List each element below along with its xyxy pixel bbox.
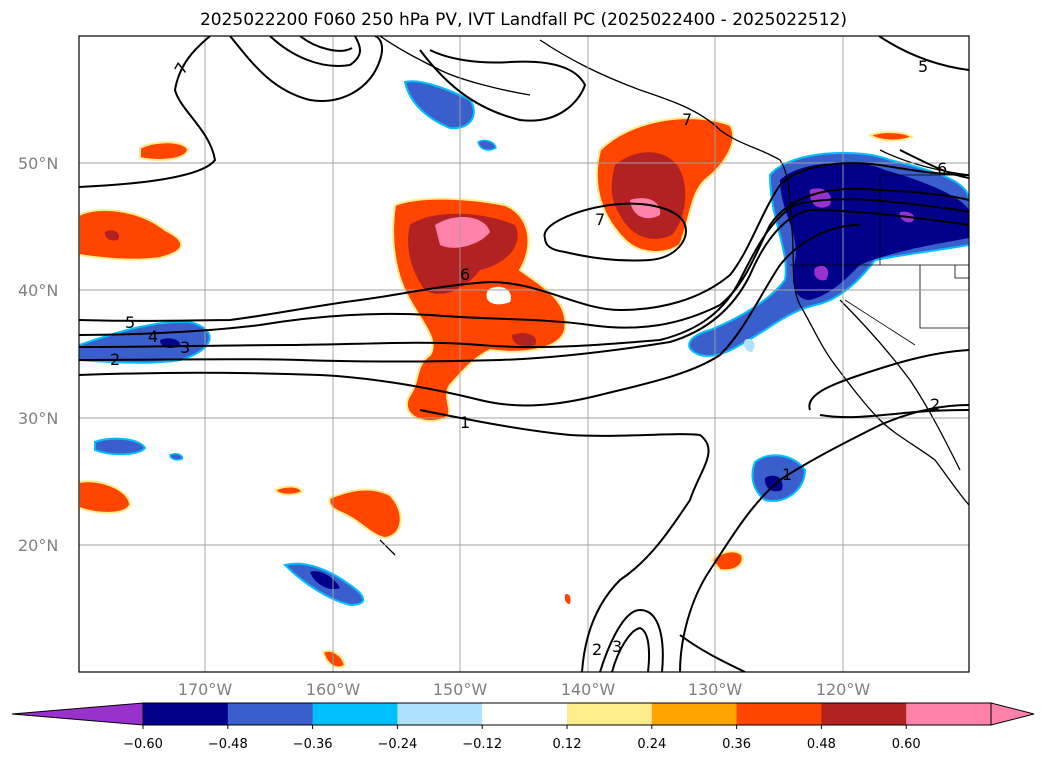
colorbar-tick-label: −0.60 xyxy=(123,737,163,752)
colorbar-tick-label: −0.24 xyxy=(377,737,417,752)
colorbar-tick-label: 0.60 xyxy=(892,737,921,752)
colorbar-segment xyxy=(397,703,483,725)
colorbar-tick-label: 0.24 xyxy=(637,737,666,752)
contour-label: 5 xyxy=(125,313,135,332)
contour-label: 7 xyxy=(682,110,692,129)
contour-label: 6 xyxy=(937,159,947,178)
colorbar-tick-label: −0.12 xyxy=(462,737,502,752)
ivt-contours xyxy=(79,36,969,672)
lon-label: 140°W xyxy=(561,680,616,699)
grid-lines xyxy=(79,36,969,672)
colorbar-segment xyxy=(482,703,568,725)
colorbar-extension-high xyxy=(990,702,1035,726)
colorbar-segment xyxy=(821,703,907,725)
lon-label: 120°W xyxy=(816,680,871,699)
colorbar-segment xyxy=(567,703,653,725)
lat-label: 40°N xyxy=(18,281,58,300)
colorbar-segment xyxy=(227,703,314,725)
map-frame xyxy=(78,35,970,673)
colorbar-tick-label: 0.48 xyxy=(807,737,836,752)
colorbar-segment xyxy=(143,703,229,725)
contour-label: 2 xyxy=(110,350,120,369)
contour-label: 3 xyxy=(612,637,622,656)
colorbar-tick-label: −0.36 xyxy=(293,737,333,752)
contour-label: 5 xyxy=(918,57,928,76)
coastlines xyxy=(379,36,969,556)
lon-label: 170°W xyxy=(178,680,233,699)
negative-anomaly-shading xyxy=(79,80,969,607)
contour-label: 2 xyxy=(592,640,602,659)
latitude-labels: 50°N 40°N 30°N 20°N xyxy=(18,154,58,555)
contour-label: 6 xyxy=(460,265,470,284)
longitude-labels: 170°W 160°W 150°W 140°W 130°W 120°W xyxy=(178,680,871,699)
colorbar-tick-label: 0.36 xyxy=(722,737,751,752)
lon-label: 150°W xyxy=(433,680,488,699)
lat-label: 20°N xyxy=(18,536,58,555)
lon-label: 160°W xyxy=(306,680,361,699)
positive-anomaly-shading xyxy=(79,117,915,669)
contour-label: 4 xyxy=(148,327,158,346)
colorbar-segment xyxy=(651,703,738,725)
contour-label: 1 xyxy=(460,413,470,432)
colorbar-extension-low xyxy=(11,702,144,726)
contour-label: 2 xyxy=(930,395,940,414)
colorbar-tick-label: 0.12 xyxy=(553,737,582,752)
colorbar-segment xyxy=(312,703,398,725)
lat-label: 30°N xyxy=(18,409,58,428)
contour-label: 7 xyxy=(595,210,605,229)
map-title: 2025022200 F060 250 hPa PV, IVT Landfall… xyxy=(199,10,847,30)
lat-label: 50°N xyxy=(18,154,58,173)
colorbar-tick-label: −0.48 xyxy=(208,737,248,752)
lon-label: 130°W xyxy=(688,680,743,699)
contour-label: 3 xyxy=(180,338,190,357)
colorbar-segment xyxy=(906,703,992,725)
colorbar-segment xyxy=(736,703,822,725)
map-area xyxy=(79,36,969,672)
colorbar: −0.60 −0.48 −0.36 −0.24 −0.12 0.12 0.24 0.36 0.4… xyxy=(11,702,1035,752)
contour-label: 1 xyxy=(782,465,792,484)
